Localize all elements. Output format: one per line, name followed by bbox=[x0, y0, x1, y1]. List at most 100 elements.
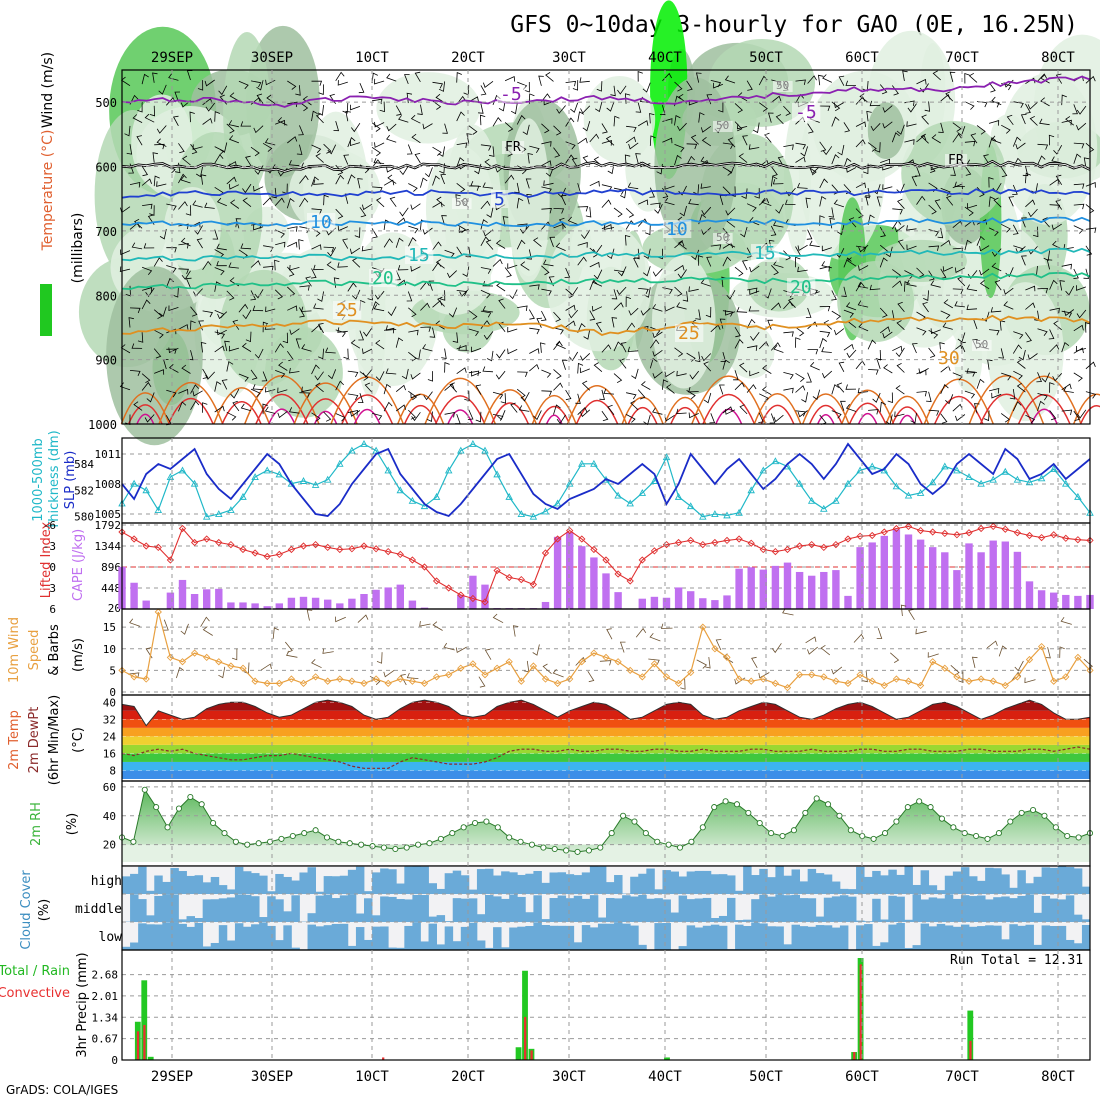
wind-barb bbox=[642, 266, 651, 277]
wind-barb bbox=[263, 265, 274, 272]
rh-point bbox=[1030, 806, 1037, 814]
cloud-cell-high bbox=[823, 874, 833, 894]
wind-barb bbox=[178, 324, 189, 330]
wind-barb bbox=[895, 347, 905, 358]
cape-bar bbox=[699, 598, 707, 609]
cloud-cell-high bbox=[597, 866, 607, 894]
wind-barb bbox=[930, 280, 941, 288]
cloud-cell-high bbox=[614, 875, 623, 894]
wind-barb bbox=[795, 156, 806, 163]
cloud-cell-middle bbox=[234, 894, 244, 922]
rh-point bbox=[984, 835, 991, 842]
wind-barb bbox=[274, 343, 284, 353]
wind-barb bbox=[896, 124, 905, 135]
wind-barb bbox=[601, 344, 612, 353]
wind-barb bbox=[516, 388, 526, 399]
pressure-tick-label: 600 bbox=[95, 161, 117, 175]
thickness-point bbox=[832, 496, 840, 504]
wind-barb bbox=[979, 268, 990, 276]
wind-barb bbox=[475, 411, 482, 423]
wind-barb bbox=[289, 328, 300, 336]
wind-barb bbox=[277, 387, 288, 394]
cloud-cell-middle bbox=[597, 917, 607, 922]
wind-barb bbox=[141, 381, 152, 391]
cloud-cell-high bbox=[743, 866, 752, 894]
wind-barb bbox=[240, 403, 252, 412]
precip-frame bbox=[121, 949, 1091, 1061]
cloud-cell-low bbox=[573, 942, 583, 950]
contour-label-50: 50 bbox=[776, 79, 789, 92]
wind-barb bbox=[417, 104, 423, 115]
wind-barb bbox=[435, 93, 445, 104]
rh-point bbox=[528, 841, 536, 848]
cloud-cell-low bbox=[880, 942, 889, 950]
cape-bar bbox=[1001, 541, 1010, 609]
cloud-cell-middle bbox=[525, 912, 534, 922]
wind-barb bbox=[580, 229, 591, 240]
wind-speed-point bbox=[614, 658, 622, 666]
wind-barb bbox=[180, 175, 191, 184]
wind-barb bbox=[960, 341, 966, 353]
wind-barb bbox=[466, 133, 472, 144]
li-point bbox=[190, 538, 199, 547]
wind-barb bbox=[395, 384, 406, 393]
wind-barb bbox=[843, 157, 852, 169]
li-point bbox=[142, 542, 150, 550]
wind-barb bbox=[131, 242, 143, 250]
cloud-cell-low bbox=[807, 926, 817, 950]
cloud-cell-high bbox=[920, 870, 930, 894]
wind-barb bbox=[1037, 73, 1048, 82]
wind-barb bbox=[593, 362, 603, 373]
cloud-cell-high bbox=[1041, 867, 1051, 894]
wind-barb bbox=[601, 410, 609, 422]
thickness-point bbox=[1049, 465, 1058, 473]
rh-point bbox=[1018, 809, 1025, 816]
wind-barb bbox=[952, 288, 964, 295]
li-point bbox=[360, 542, 368, 550]
wind-barb bbox=[885, 246, 893, 258]
wind-barb bbox=[190, 400, 200, 411]
li-point bbox=[795, 542, 804, 550]
wind-barb bbox=[991, 262, 1002, 272]
rh-point bbox=[244, 841, 251, 848]
li-point bbox=[1086, 536, 1094, 545]
wind-barb bbox=[664, 197, 675, 206]
isotherm-35 bbox=[808, 404, 843, 425]
wind-barb bbox=[1020, 114, 1027, 125]
rh-tick-label: 40 bbox=[103, 810, 116, 823]
wind-barb bbox=[770, 166, 778, 177]
wind-barb bbox=[945, 195, 954, 206]
cloud-cell-high bbox=[856, 866, 865, 894]
cloud-cell-low bbox=[767, 926, 776, 950]
wind-barb bbox=[805, 197, 811, 208]
cloud-cell-middle bbox=[856, 920, 865, 922]
wind-barb bbox=[408, 329, 419, 336]
cape-bar bbox=[602, 573, 610, 609]
wind-barb-10m bbox=[218, 666, 226, 679]
wind-barb bbox=[1073, 410, 1081, 421]
wind-barb-10m bbox=[406, 672, 419, 679]
isotherm-25 bbox=[121, 314, 1091, 336]
thickness-point bbox=[202, 512, 211, 520]
wind-barb bbox=[439, 290, 446, 301]
li-tick-label: 6 bbox=[49, 603, 56, 616]
wind-barb-10m bbox=[260, 663, 272, 671]
cloud-cell-high bbox=[509, 872, 518, 894]
wind-barb bbox=[432, 146, 442, 156]
wind10m-label-3: & Barbs bbox=[47, 624, 62, 676]
rh-shading bbox=[546, 220, 652, 352]
li-point bbox=[711, 538, 719, 547]
wind-barb bbox=[311, 176, 319, 187]
li-point bbox=[396, 550, 404, 559]
wind-barb bbox=[504, 174, 515, 184]
cloud-cell-high bbox=[525, 873, 534, 894]
wind-barb bbox=[467, 409, 474, 420]
wind-barb bbox=[601, 199, 612, 208]
wind-barb bbox=[988, 120, 1000, 126]
li-point bbox=[856, 532, 864, 540]
precip-total-bar bbox=[664, 1057, 670, 1060]
wind-barb bbox=[709, 413, 716, 424]
temp-ylabel-part: (°C) bbox=[71, 727, 86, 753]
wind-barb bbox=[496, 349, 506, 359]
wind-barb bbox=[250, 260, 261, 268]
